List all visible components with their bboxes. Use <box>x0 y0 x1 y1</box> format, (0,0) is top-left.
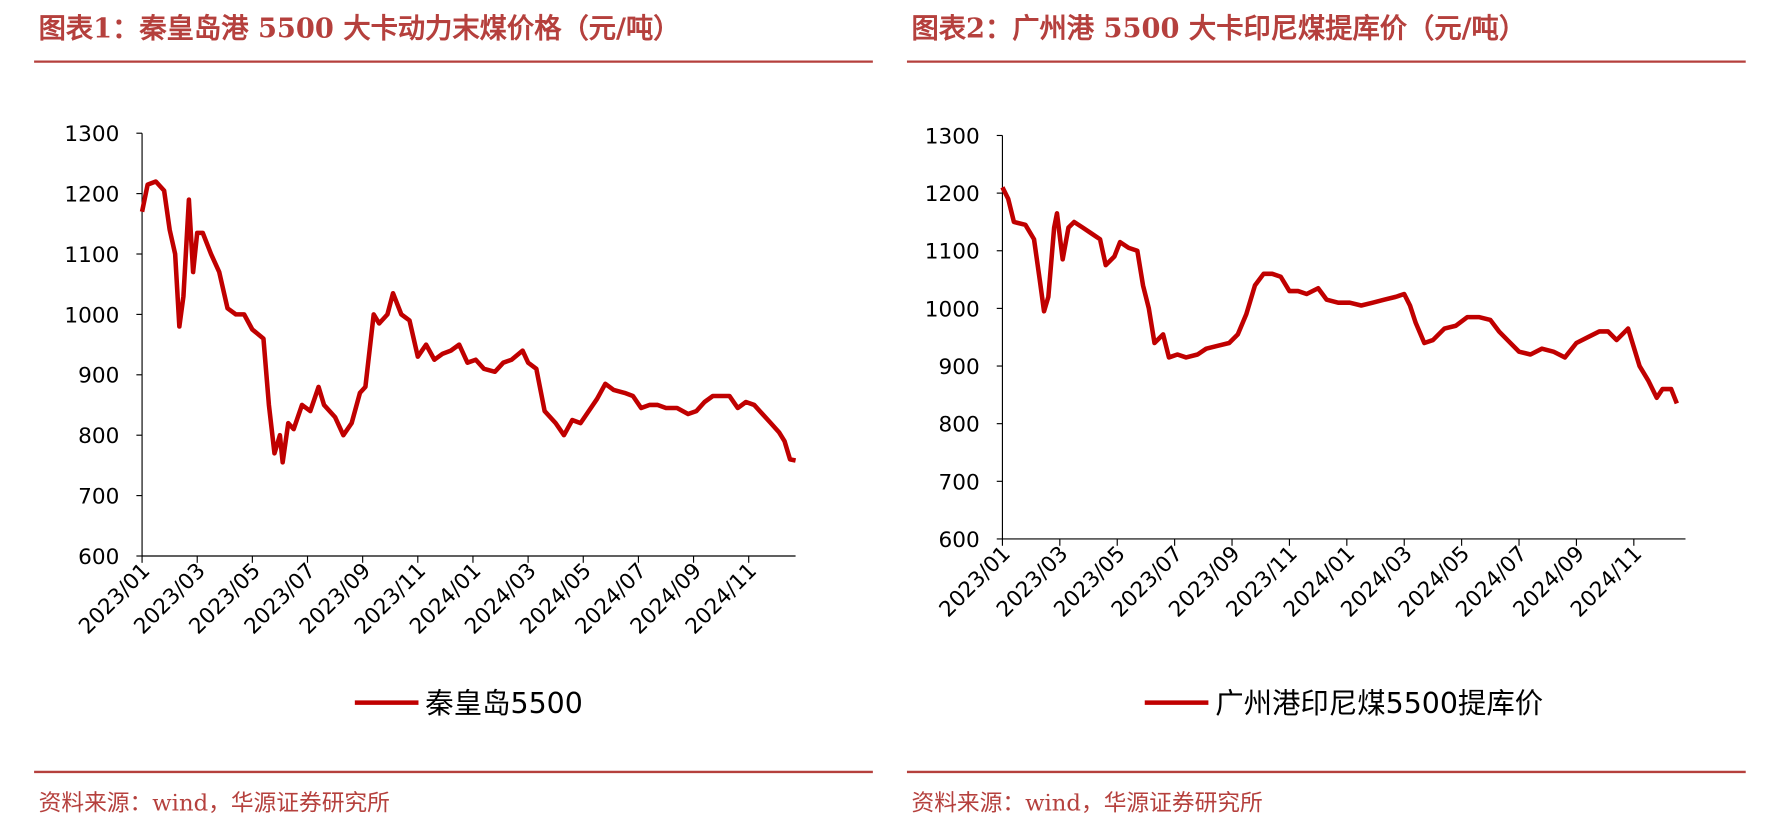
y-tick-label: 900 <box>939 355 980 380</box>
series-line <box>139 179 797 465</box>
y-tick-label: 1100 <box>64 243 119 268</box>
y-tick-label: 1000 <box>925 297 980 322</box>
legend-label: 秦皇岛5500 <box>425 687 583 720</box>
y-tick-label: 700 <box>939 470 980 495</box>
y-tick-label: 800 <box>78 424 119 449</box>
source-note: 资料来源：wind，华源证券研究所 <box>39 791 390 817</box>
panel-title: 图表2：广州港 5500 大卡印尼煤提库价（元/吨） <box>912 13 1527 45</box>
y-tick-label: 1300 <box>64 122 119 147</box>
legend-label: 广州港印尼煤5500提库价 <box>1215 687 1543 720</box>
y-tick-label: 1000 <box>64 303 119 328</box>
y-tick-label: 600 <box>78 545 119 570</box>
y-tick-label: 1300 <box>925 124 980 149</box>
series-line <box>1000 186 1679 405</box>
source-note: 资料来源：wind，华源证券研究所 <box>912 791 1263 817</box>
panel-title: 图表1：秦皇岛港 5500 大卡动力末煤价格（元/吨） <box>39 13 681 45</box>
y-tick-label: 900 <box>78 364 119 389</box>
y-tick-label: 1200 <box>925 182 980 207</box>
y-tick-label: 1200 <box>64 183 119 208</box>
y-tick-label: 600 <box>939 528 980 553</box>
y-tick-label: 700 <box>78 485 119 510</box>
y-tick-label: 800 <box>939 413 980 438</box>
y-tick-label: 1100 <box>925 240 980 265</box>
